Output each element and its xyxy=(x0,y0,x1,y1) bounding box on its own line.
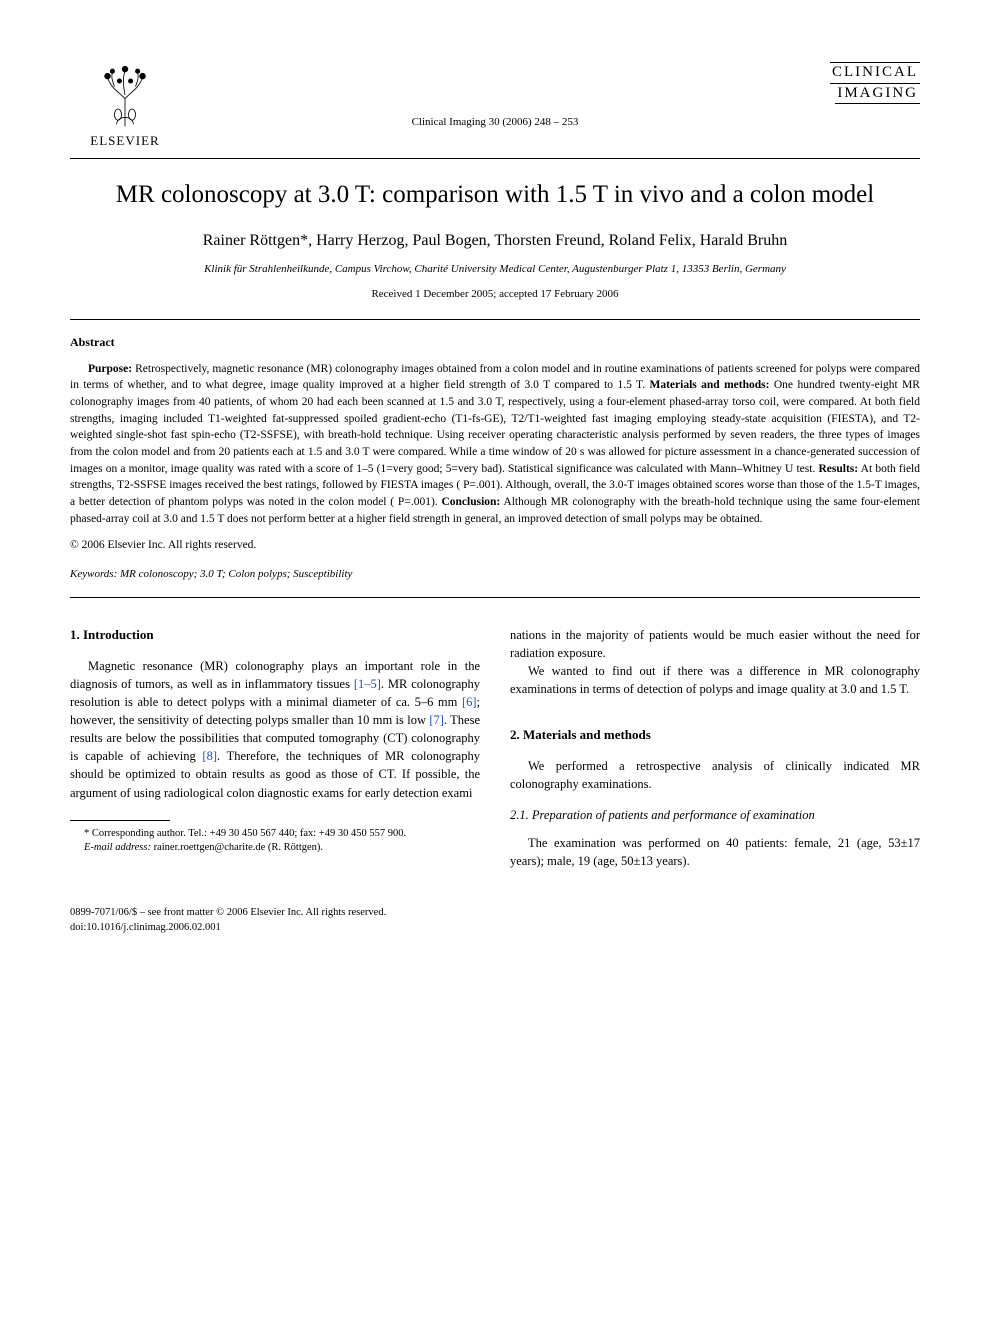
citation-link[interactable]: [1–5] xyxy=(354,677,381,691)
email-value: rainer.roettgen@charite.de (R. Röttgen). xyxy=(151,842,323,853)
affiliation: Klinik für Strahlenheilkunde, Campus Vir… xyxy=(70,262,920,277)
footer-row: 0899-7071/06/$ – see front matter © 2006… xyxy=(70,906,920,935)
methods-text: One hundred twenty-eight MR colonography… xyxy=(70,379,920,474)
publisher-label: ELSEVIER xyxy=(90,132,159,150)
footer-copyright: 0899-7071/06/$ – see front matter © 2006… xyxy=(70,906,386,921)
intro-p1-continued: nations in the majority of patients woul… xyxy=(510,626,920,662)
header-row: ELSEVIER Clinical Imaging 30 (2006) 248 … xyxy=(70,60,920,150)
intro-p2: We wanted to find out if there was a dif… xyxy=(510,662,920,698)
abstract-heading: Abstract xyxy=(70,334,920,351)
footer-doi: doi:10.1016/j.clinimag.2006.02.001 xyxy=(70,921,386,936)
results-label: Results: xyxy=(819,463,859,475)
methods-p1: We performed a retrospective analysis of… xyxy=(510,757,920,793)
email-label: E-mail address: xyxy=(84,842,151,853)
abstract-body: Purpose: Retrospectively, magnetic reson… xyxy=(70,361,920,528)
methods-label: Materials and methods: xyxy=(649,379,769,391)
methods-section: 2. Materials and methods We performed a … xyxy=(510,726,920,870)
journal-logo-line1: CLINICAL xyxy=(830,62,920,84)
citation-link[interactable]: [6] xyxy=(462,695,477,709)
article-dates: Received 1 December 2005; accepted 17 Fe… xyxy=(70,287,920,302)
authors-text: Rainer Röttgen*, Harry Herzog, Paul Boge… xyxy=(203,232,787,249)
body-columns: 1. Introduction Magnetic resonance (MR) … xyxy=(70,626,920,884)
corresponding-author-footnote: * Corresponding author. Tel.: +49 30 450… xyxy=(70,827,480,841)
footnote-rule xyxy=(70,820,170,821)
article-title: MR colonoscopy at 3.0 T: comparison with… xyxy=(70,179,920,212)
intro-p1: Magnetic resonance (MR) colonography pla… xyxy=(70,657,480,802)
purpose-label: Purpose: xyxy=(88,363,132,375)
intro-heading: 1. Introduction xyxy=(70,626,480,645)
abstract-top-rule xyxy=(70,319,920,320)
intro-section: 1. Introduction Magnetic resonance (MR) … xyxy=(70,626,480,802)
conclusion-label: Conclusion: xyxy=(441,496,500,508)
email-footnote: E-mail address: rainer.roettgen@charite.… xyxy=(70,841,480,855)
authors-line: Rainer Röttgen*, Harry Herzog, Paul Boge… xyxy=(70,230,920,252)
header-rule xyxy=(70,158,920,159)
journal-logo-line2: IMAGING xyxy=(835,84,920,105)
methods-sub1-heading: 2.1. Preparation of patients and perform… xyxy=(510,807,920,823)
methods-heading: 2. Materials and methods xyxy=(510,726,920,745)
abstract-bottom-rule xyxy=(70,597,920,598)
publisher-block: ELSEVIER xyxy=(70,60,180,150)
citation-link[interactable]: [7] xyxy=(429,713,444,727)
abstract-copyright: © 2006 Elsevier Inc. All rights reserved… xyxy=(70,537,920,553)
keywords-label: Keywords: xyxy=(70,568,117,580)
journal-reference: Clinical Imaging 30 (2006) 248 – 253 xyxy=(180,60,810,130)
methods-sub1-p1: The examination was performed on 40 pati… xyxy=(510,834,920,870)
journal-logo: CLINICAL IMAGING xyxy=(810,60,920,104)
keywords-text: MR colonoscopy; 3.0 T; Colon polyps; Sus… xyxy=(117,568,352,580)
elsevier-tree-icon xyxy=(90,60,160,130)
footer-left: 0899-7071/06/$ – see front matter © 2006… xyxy=(70,906,386,935)
keywords-line: Keywords: MR colonoscopy; 3.0 T; Colon p… xyxy=(70,567,920,582)
citation-link[interactable]: [8] xyxy=(202,749,217,763)
